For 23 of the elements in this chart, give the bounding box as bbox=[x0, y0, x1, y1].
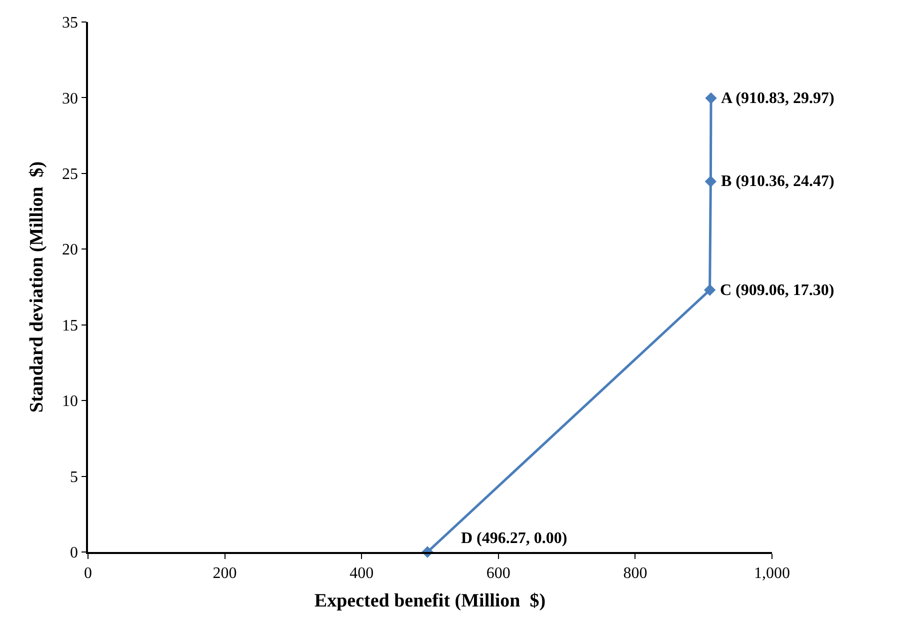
y-tick-label: 25 bbox=[62, 166, 78, 184]
y-tick-label: 5 bbox=[70, 468, 78, 486]
point bbox=[704, 176, 717, 188]
x-tick-label: 1,000 bbox=[754, 564, 790, 582]
y-tick-label: 0 bbox=[70, 544, 78, 562]
y-tick-label: 15 bbox=[62, 317, 78, 334]
y-tick-label: 20 bbox=[62, 242, 78, 259]
annotation: C (909.06, 17.30) bbox=[720, 282, 834, 299]
annotation: B (910.36, 24.47) bbox=[721, 173, 834, 190]
x-tick-label: 400 bbox=[350, 564, 374, 582]
y-tick-label: 30 bbox=[62, 90, 78, 108]
point bbox=[705, 92, 717, 104]
y-axis-title: Standard deviation (Million $) bbox=[26, 161, 48, 413]
x-tick-label: 0 bbox=[84, 564, 92, 582]
x-tick-label: 600 bbox=[486, 564, 510, 582]
annotation: D (496.27, 0.00) bbox=[461, 530, 568, 547]
x-tick-label: 800 bbox=[623, 564, 648, 582]
x-axis-title: Expected benefit (Million $) bbox=[314, 590, 546, 612]
x-tick-label: 200 bbox=[212, 564, 237, 582]
point bbox=[704, 284, 716, 296]
y-tick-label: 10 bbox=[62, 393, 78, 410]
y-tick-label: 35 bbox=[62, 14, 78, 32]
annotation: A (910.83, 29.97) bbox=[721, 90, 834, 107]
